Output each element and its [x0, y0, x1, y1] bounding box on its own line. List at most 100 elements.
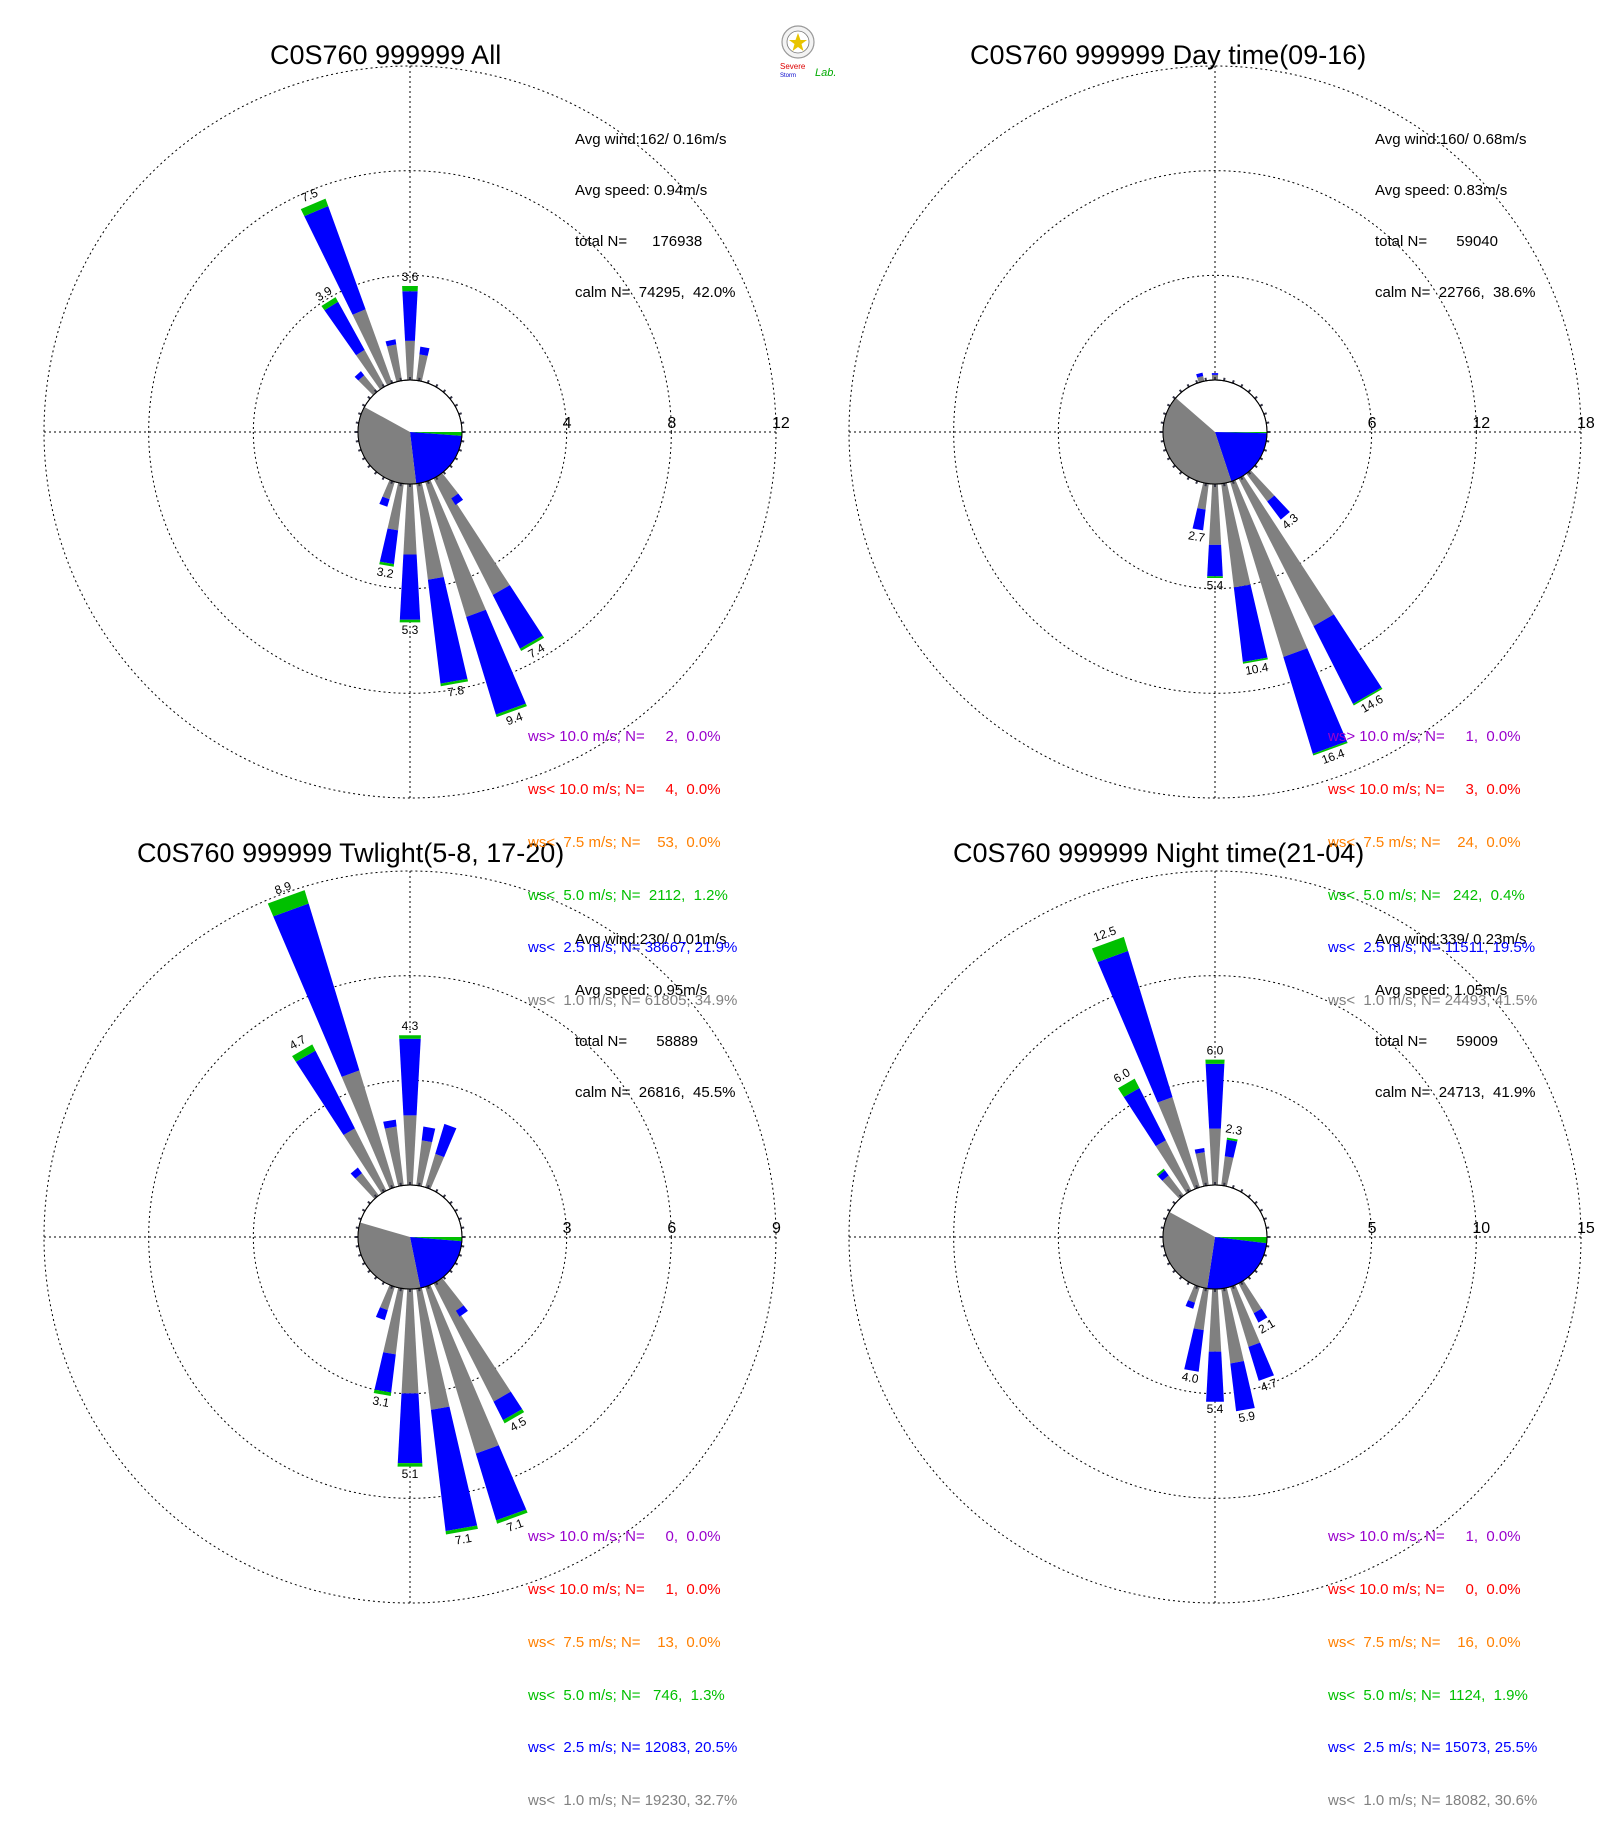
petal-segment-gray [433, 1280, 511, 1402]
petal-segment-blue [295, 1050, 355, 1135]
calm-fringe-tick [435, 383, 439, 388]
petal-segment-gray [1157, 1097, 1200, 1190]
calm-slice-blue [410, 1237, 462, 1288]
calm-fringe-tick [435, 476, 439, 481]
petal-label: 7.1 [454, 1531, 473, 1548]
petal-segment-gray [1188, 1284, 1200, 1303]
petal-label: 4.7 [1259, 1376, 1280, 1395]
petal-segment-gray [1246, 469, 1275, 502]
panel-1-stat-avg-speed: Avg speed: 0.94m/s [575, 182, 708, 199]
petal-segment-green [1118, 1078, 1140, 1097]
petal-segment-blue [466, 609, 526, 715]
petal-segment-gray [425, 479, 486, 617]
panel-3-stat-calm: calm N= 26816, 45.5% [575, 1084, 736, 1101]
logo-text-severe: Severe [780, 62, 806, 71]
legend-item: ws< 5.0 m/s; N= 746, 1.3% [528, 1686, 725, 1704]
panel-2-stat-total: total N= 59040 [1375, 233, 1498, 250]
calm-circle-outline [1162, 379, 1268, 485]
calm-fringe-tick [1247, 1194, 1252, 1198]
panel-3-title: C0S760 999999 Twlight(5-8, 17-20) [137, 838, 565, 868]
petal-segment-green [399, 1035, 421, 1039]
petal-label: 5.1 [402, 1467, 419, 1481]
petal-label: 3.1 [372, 1393, 391, 1410]
petal-segment-blue [324, 301, 365, 356]
petal-segment-gray [405, 340, 415, 381]
panel-1-title: C0S760 999999 All [270, 40, 502, 70]
petal-segment-blue [1196, 372, 1204, 378]
petal-segment-blue [273, 903, 360, 1077]
petal-segment-green [440, 678, 469, 687]
range-ring [1057, 274, 1373, 590]
panel-2-stats: Avg wind:160/ 0.68m/s Avg speed: 0.83m/s… [1375, 97, 1536, 318]
petal-segment-blue [1097, 950, 1173, 1103]
calm-fringe-tick [367, 464, 371, 469]
calm-fringe-tick [449, 1200, 453, 1205]
calm-fringe-tick [1240, 383, 1244, 388]
petal-segment-blue [419, 346, 430, 356]
petal-segment-blue [1123, 1087, 1166, 1147]
petal-segment-gray [352, 309, 393, 386]
petal-segment-green [1312, 741, 1348, 756]
petal-segment-gray [1197, 375, 1205, 383]
legend-item: ws< 7.5 m/s; N= 16, 0.0% [1328, 1633, 1521, 1651]
calm-fringe-tick [1186, 476, 1190, 481]
petal-segment-blue [399, 1038, 421, 1116]
petal-segment-green [397, 1463, 423, 1467]
panel-4-legend: ws> 10.0 m/s; N= 1, 0.0% ws< 10.0 m/s; N… [1328, 1493, 1537, 1827]
calm-fringe-tick [442, 471, 447, 475]
calm-fringe-tick [442, 389, 447, 393]
calm-fringe-tick [1254, 395, 1258, 400]
calm-fringe-tick [361, 1262, 366, 1266]
petal-segment-blue [421, 1126, 436, 1143]
calm-fringe-tick [1178, 471, 1183, 475]
legend-item: ws< 1.0 m/s; N= 18082, 30.6% [1328, 1792, 1538, 1810]
petal-segment-gray [401, 1288, 419, 1394]
petal-segment-green [1242, 657, 1268, 664]
calm-fringe-tick [381, 383, 385, 388]
calm-slice-blue [410, 432, 462, 484]
petal-segment-green [519, 635, 545, 652]
petal-label: 4.0 [1181, 1369, 1200, 1386]
panel-3-stats: Avg wind:230/ 0.01m/s Avg speed: 0.95m/s… [575, 897, 736, 1118]
logo-text-storm: Storm [780, 73, 796, 79]
petal-segment-green [502, 1409, 525, 1424]
petal-segment-gray [1208, 483, 1222, 545]
petal-label: 5.3 [402, 623, 419, 637]
calm-slice-gray [358, 406, 417, 484]
legend-item: ws< 7.5 m/s; N= 53, 0.0% [528, 833, 721, 851]
ring-label: 15 [1577, 1220, 1595, 1237]
calm-fringe-tick [1178, 1194, 1183, 1198]
petal-label: 8.9 [273, 879, 294, 898]
petal-segment-blue [1194, 1147, 1205, 1154]
petal-segment-gray [403, 1115, 417, 1186]
panel-4-stat-avg-wind: Avg wind:339/ 0.23m/s [1375, 931, 1527, 948]
ring-label: 12 [772, 415, 790, 432]
panel-3-legend: ws> 10.0 m/s; N= 0, 0.0% ws< 10.0 m/s; N… [528, 1493, 737, 1827]
ring-label: 9 [772, 1220, 781, 1237]
calm-fringe-tick [1247, 389, 1252, 393]
range-ring [148, 170, 672, 694]
petal-segment-green [1091, 936, 1129, 962]
petal-segment-blue [1158, 1170, 1169, 1181]
range-ring [148, 975, 672, 1499]
calm-slice-green [410, 1237, 463, 1242]
petal-label: 6.0 [1207, 1044, 1224, 1058]
petal-segment-gray [416, 482, 444, 580]
calm-fringe-tick [381, 476, 385, 481]
petal-segment-gray [1208, 1288, 1222, 1352]
calm-circle-outline [1162, 1184, 1268, 1290]
ring-label: 6 [1368, 415, 1377, 432]
calm-circle-outline [357, 1184, 463, 1290]
petal-segment-green [373, 1389, 392, 1396]
calm-slice-blue [1207, 1237, 1267, 1289]
petal-segment-gray [1221, 1156, 1234, 1187]
calm-slice-blue [1215, 432, 1267, 482]
petal-segment-green [321, 297, 339, 311]
petal-segment-blue [427, 576, 468, 684]
calm-fringe-tick [454, 1262, 459, 1266]
legend-item: ws< 1.0 m/s; N= 24493, 41.5% [1328, 992, 1538, 1010]
calm-fringe-tick [373, 389, 378, 393]
calm-fringe-tick [1254, 1200, 1258, 1205]
legend-item: ws< 10.0 m/s; N= 3, 0.0% [1328, 780, 1521, 798]
petal-segment-gray [387, 482, 404, 531]
